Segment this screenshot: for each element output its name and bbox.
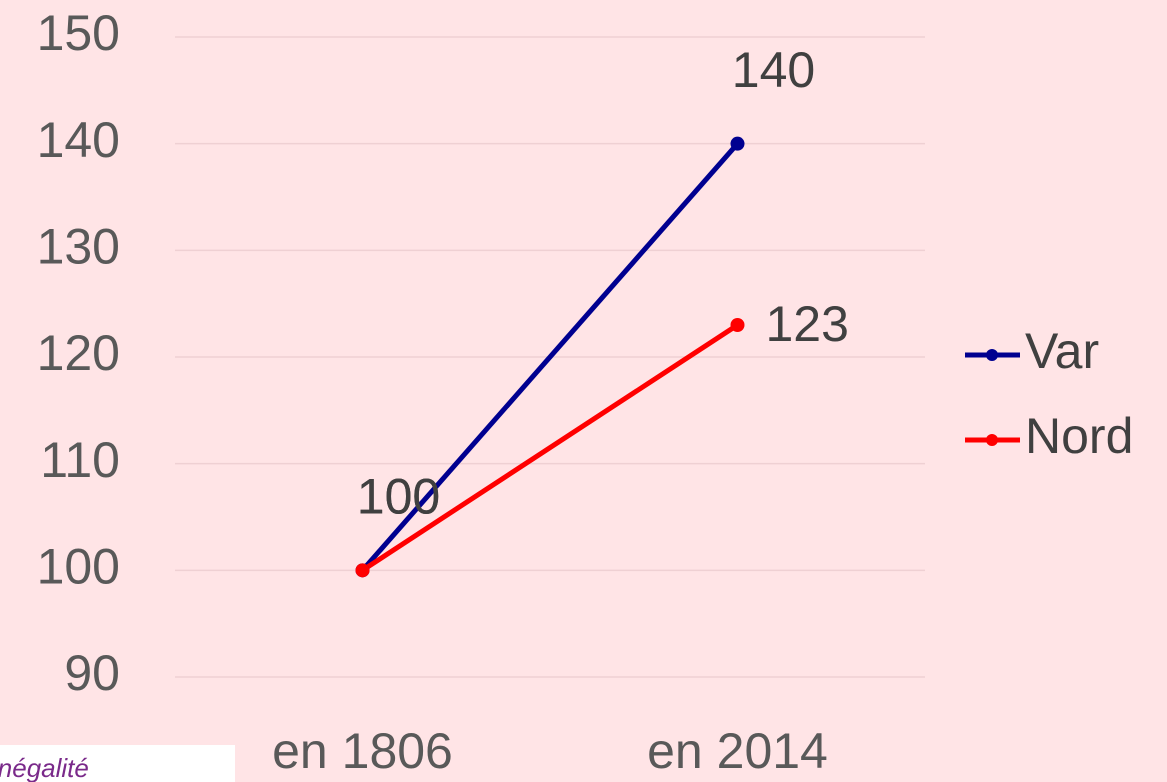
series-line [361,322,739,573]
y-tick-label: 120 [37,325,120,381]
data-label: 100 [357,469,440,525]
x-tick-label: en 1806 [272,723,453,779]
series-line [360,142,740,572]
y-tick-label: 150 [37,5,120,61]
legend-label: Var [1025,323,1099,379]
y-tick-label: 140 [37,112,120,168]
legend-marker [986,434,998,446]
legend-label: Nord [1025,408,1133,464]
point [730,318,745,332]
data-label: 140 [732,42,815,98]
x-tick-label: en 2014 [647,723,828,779]
data-label: 123 [766,296,849,352]
point [730,136,745,151]
y-tick-label: 90 [64,645,120,701]
y-tick-label: 110 [40,432,120,488]
y-tick-label: 100 [37,539,120,595]
point [355,563,370,578]
note: inégalité [0,753,89,782]
y-tick-label: 130 [37,219,120,275]
legend-marker [986,349,998,361]
footer-strip [0,745,235,782]
data-label: 100 [357,469,440,525]
